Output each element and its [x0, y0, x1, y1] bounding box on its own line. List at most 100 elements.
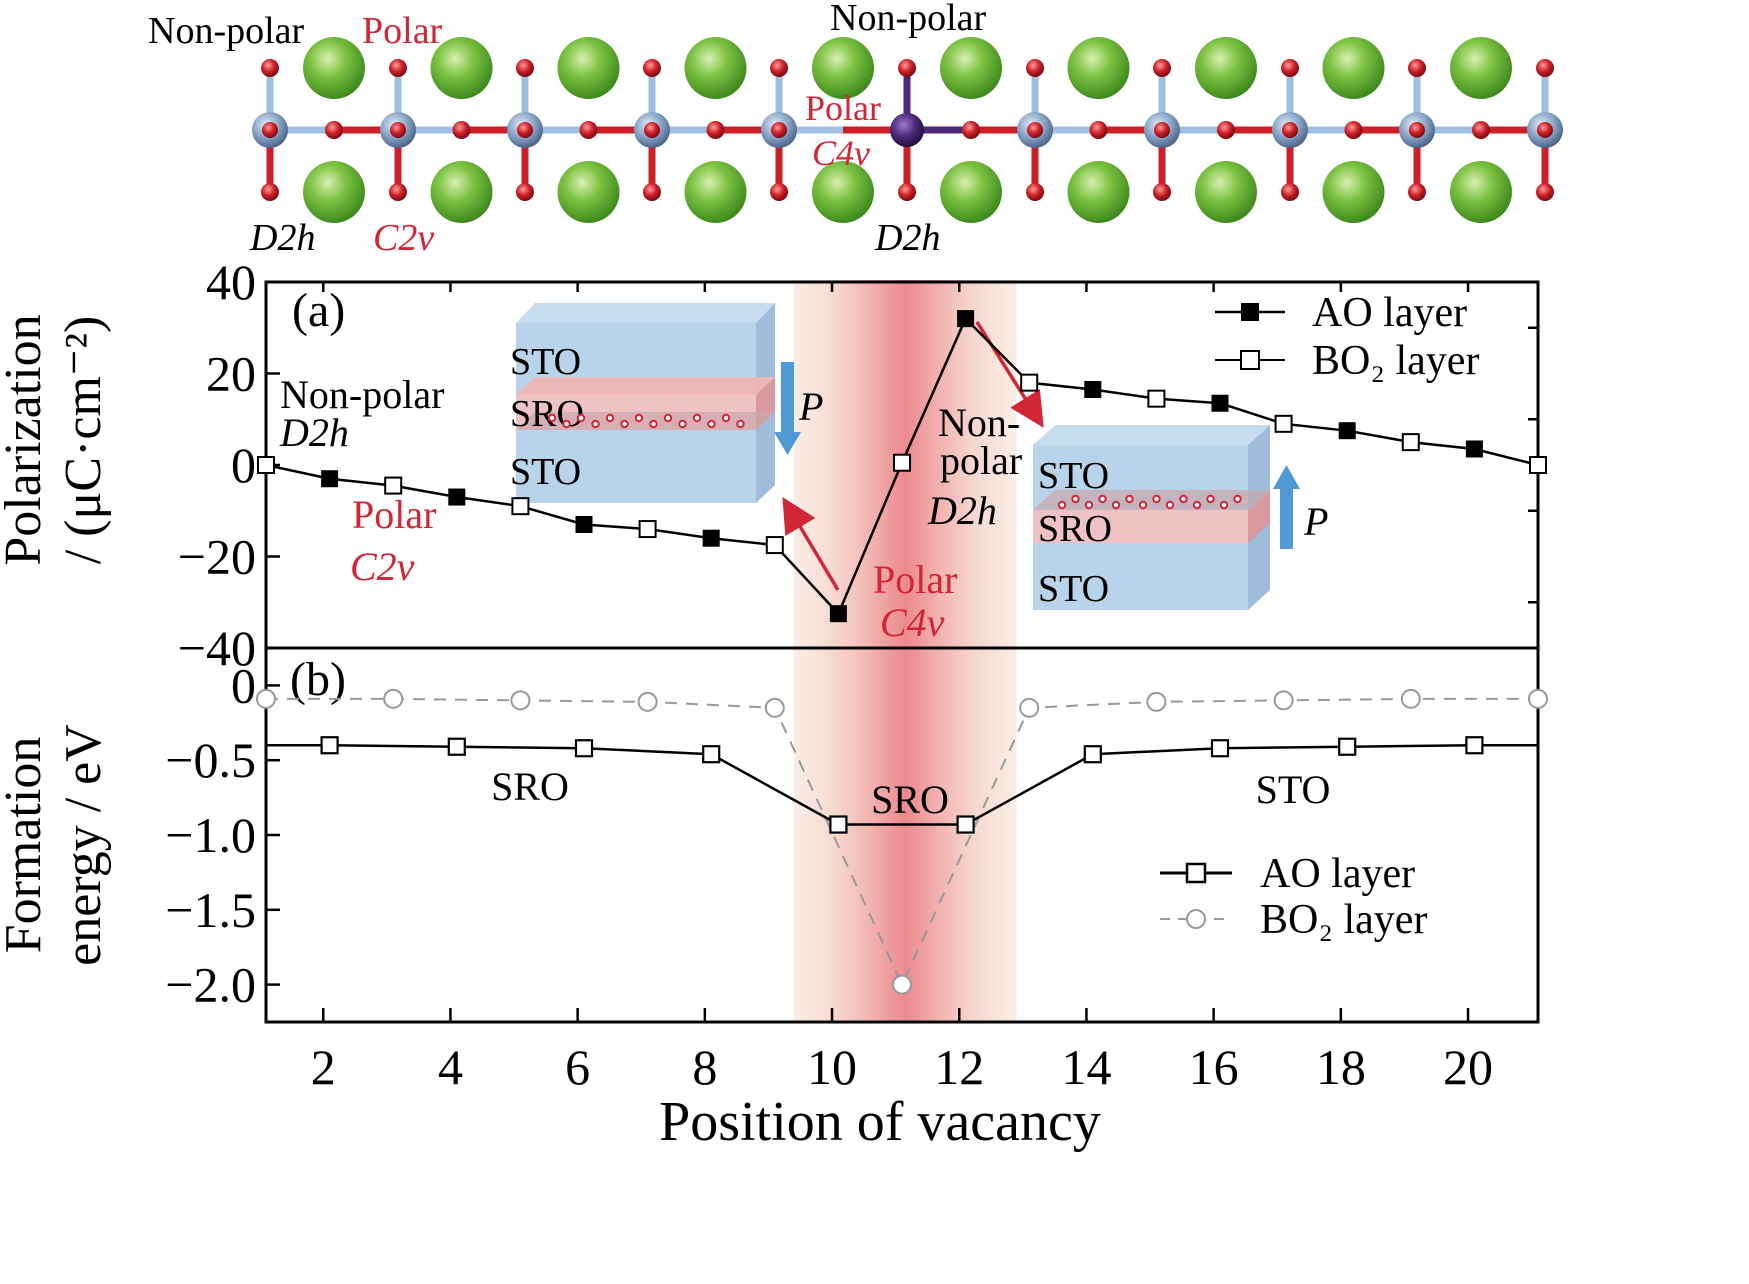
- inset-right-p-label: P: [1303, 499, 1328, 544]
- y-tick-label-b: −2.0: [165, 957, 256, 1013]
- inset-left-p-arrow-head: [774, 432, 801, 455]
- panel-b-label: (b): [290, 653, 346, 706]
- y-tick-label-a: 20: [206, 346, 256, 402]
- panel-a-ao-point: [829, 605, 847, 623]
- annot-c4v-center: C4v: [880, 600, 945, 645]
- o-atom: [325, 121, 343, 139]
- o-atom: [770, 183, 788, 201]
- inset-right-layer-bottom: STO: [1038, 568, 1109, 610]
- x-tick-label: 2: [311, 1039, 336, 1095]
- o-atom: [706, 121, 725, 139]
- panel-b-bo2-point: [637, 691, 658, 712]
- o-atom: [579, 121, 598, 139]
- structure-d2h-center-label: D2h: [874, 217, 940, 259]
- o-atom: [1537, 122, 1553, 138]
- sr-atom: [1195, 161, 1257, 223]
- o-atom: [1026, 59, 1044, 77]
- vacancy-dot: [605, 413, 615, 423]
- panel-b-bo2-point: [892, 974, 912, 995]
- vacancy-dot: [1084, 500, 1094, 510]
- panel-a-bo2-point: [1147, 389, 1166, 408]
- vacancy-dot: [649, 419, 658, 429]
- legend-b-bo2-marker: [1186, 909, 1206, 929]
- annot-nonpolar-right-line2: polar: [940, 438, 1022, 483]
- structure-nonpolar-center-label: Non-polar: [830, 0, 987, 39]
- panel-a-ao-point: [1465, 440, 1483, 458]
- panel-a-bo2-point: [257, 456, 275, 474]
- sr-atom: [940, 37, 1002, 99]
- vacancy-dot: [1138, 500, 1148, 510]
- o-atom: [1536, 183, 1554, 201]
- o-atom: [644, 122, 660, 138]
- panel-b-bo2-point: [1273, 690, 1294, 711]
- inset-right-vacancy-dots: [1057, 494, 1242, 510]
- vacancy-dot: [1206, 494, 1215, 504]
- o-atom: [1472, 121, 1490, 139]
- x-axis-label: Position of vacancy: [659, 1091, 1101, 1153]
- vacancy-dot: [1219, 500, 1229, 510]
- sr-atom: [557, 37, 620, 99]
- legend-b-bo2-label: BO₂ layer: [1260, 897, 1427, 943]
- panel-b-ao-point: [320, 736, 339, 755]
- x-tick-label: 8: [692, 1039, 717, 1095]
- vacancy-dot: [620, 419, 629, 429]
- o-atom: [1282, 122, 1298, 138]
- region-label-sro-left: SRO: [491, 764, 569, 809]
- panel-b-ao-point: [1465, 736, 1484, 755]
- vacancy-dot: [736, 419, 745, 429]
- panel-b-bo2-point: [383, 688, 404, 709]
- panel-b-ylabel-line1: Formation: [0, 737, 52, 954]
- sr-atom: [940, 161, 1002, 223]
- panel-a-bo2-point: [511, 497, 530, 516]
- legend-a-ao-label: AO layer: [1312, 290, 1467, 336]
- vacancy-dot: [721, 413, 731, 423]
- structure-nonpolar-left-label: Non-polar: [148, 10, 305, 52]
- sr-atom: [812, 161, 874, 223]
- x-tick-label: 6: [565, 1039, 590, 1095]
- highlight-band: [793, 280, 1017, 1022]
- vacancy-dot: [1111, 500, 1121, 510]
- crystal-structure: [252, 37, 1563, 223]
- arrow-to-left-inset: [782, 496, 840, 591]
- inset-left-layer-top: STO: [510, 341, 581, 383]
- o-atom: [1153, 59, 1171, 77]
- panel-b-bo2-point: [1019, 697, 1040, 718]
- sr-atom: [1195, 37, 1257, 99]
- o-atom: [1027, 122, 1043, 138]
- panel-a-bo2-point: [1020, 373, 1039, 392]
- panel-a-label: (a): [292, 284, 345, 337]
- o-atom: [1408, 59, 1426, 77]
- sr-atom: [1322, 37, 1385, 99]
- panel-b-bo2-point: [1400, 688, 1421, 709]
- panel-b-bo2-line: [266, 697, 1538, 987]
- panel-b-ao-point: [574, 739, 594, 758]
- panel-a-ao-point: [957, 310, 975, 328]
- vacancy-dot: [547, 413, 557, 423]
- vacancy-dot: [1192, 500, 1202, 510]
- panel-a-ylabel-line1: Polarization: [0, 314, 52, 565]
- legend-a: AO layer BO₂ layer: [1215, 290, 1479, 384]
- structure-d2h-left-label: D2h: [249, 217, 315, 259]
- panel-b-ao-point: [447, 737, 466, 756]
- y-tick-label-a: 0: [231, 437, 256, 493]
- annot-d2h-right: D2h: [927, 488, 997, 533]
- o-atom: [516, 59, 534, 77]
- annot-c2v-left: C2v: [350, 544, 415, 589]
- o-atom: [1408, 183, 1426, 201]
- annot-nonpolar-left: Non-polar: [280, 372, 444, 417]
- x-tick-label: 16: [1189, 1039, 1239, 1095]
- vacancy-dot: [678, 419, 687, 429]
- vacancy-dot: [634, 413, 644, 423]
- sr-atom: [303, 37, 365, 99]
- x-tick-label: 10: [807, 1039, 857, 1095]
- o-atom: [1026, 183, 1044, 201]
- y-tick-label-a: 40: [206, 254, 256, 310]
- o-atom: [517, 122, 533, 138]
- inset-left-layer-bottom: STO: [510, 451, 581, 493]
- legend-b-ao-label: AO layer: [1260, 851, 1415, 897]
- vacancy-dot: [591, 419, 600, 429]
- sr-atom: [684, 161, 747, 223]
- panel-a-bo2-point: [384, 476, 403, 495]
- vacancy-dot: [1165, 500, 1175, 510]
- arrow-to-right-inset: [975, 321, 1044, 428]
